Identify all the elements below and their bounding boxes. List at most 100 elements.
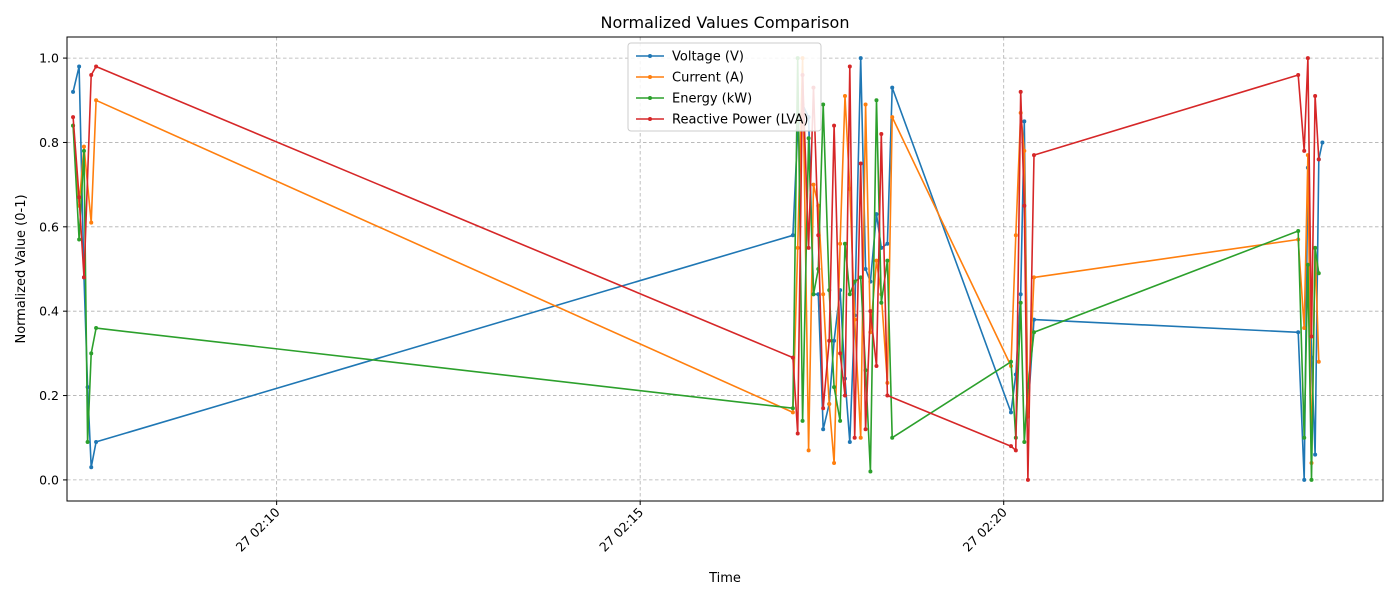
data-point	[1013, 233, 1018, 238]
data-point	[885, 258, 890, 263]
data-point	[868, 469, 873, 474]
data-point	[1305, 56, 1310, 61]
data-point	[821, 292, 826, 297]
data-point	[1022, 203, 1027, 208]
data-point	[838, 418, 843, 423]
data-point	[1008, 359, 1013, 364]
data-point	[858, 56, 863, 61]
legend-label: Voltage (V)	[672, 50, 744, 65]
data-point	[1316, 157, 1321, 162]
legend: Voltage (V) Current (A) Energy (kW) Reactiv…	[627, 42, 822, 132]
data-point	[838, 241, 843, 246]
data-point	[885, 393, 890, 398]
data-point	[832, 385, 837, 390]
data-point	[847, 64, 852, 69]
data-point	[81, 148, 86, 153]
data-point	[806, 448, 811, 453]
data-point	[874, 364, 879, 369]
data-point	[77, 195, 82, 200]
data-point	[795, 245, 800, 250]
data-point	[847, 439, 852, 444]
data-point	[827, 401, 832, 406]
y-tick-label: 0.6	[39, 219, 59, 234]
data-point	[81, 275, 86, 280]
data-point	[77, 237, 82, 242]
data-point	[1008, 444, 1013, 449]
data-point	[806, 245, 811, 250]
data-point	[890, 115, 895, 120]
y-tick-label: 0.4	[39, 304, 59, 319]
y-tick-label: 0.0	[39, 472, 59, 487]
series-line	[72, 57, 1320, 481]
data-point	[874, 212, 879, 217]
data-point	[879, 132, 884, 137]
data-point	[847, 292, 852, 297]
data-point	[874, 258, 879, 263]
data-point	[842, 393, 847, 398]
data-point	[94, 326, 99, 331]
data-point	[811, 292, 816, 297]
data-point	[858, 161, 863, 166]
data-point	[1309, 477, 1314, 482]
data-point	[94, 439, 99, 444]
legend-label: Energy (kW)	[672, 92, 752, 107]
data-point	[1032, 330, 1037, 335]
data-point	[874, 98, 879, 103]
data-point	[1313, 245, 1318, 250]
y-tick-label: 1.0	[39, 51, 59, 66]
data-point	[89, 220, 94, 225]
data-point	[1302, 326, 1307, 331]
data-point	[800, 418, 805, 423]
data-point	[1309, 334, 1314, 339]
legend-label: Current (A)	[672, 71, 744, 86]
data-point	[806, 136, 811, 141]
data-point	[821, 427, 826, 432]
data-point	[94, 64, 99, 69]
plot-area-frame	[66, 36, 1384, 502]
x-tick-label: 27 02:10	[233, 504, 283, 554]
data-point	[1022, 439, 1027, 444]
data-point	[863, 427, 868, 432]
legend-swatch-marker	[648, 75, 652, 79]
data-point	[1305, 262, 1310, 267]
data-point	[1302, 435, 1307, 440]
data-point	[1313, 452, 1318, 457]
data-point	[811, 182, 816, 187]
data-point	[71, 115, 76, 120]
legend-swatch-marker	[648, 96, 652, 100]
data-point	[94, 98, 99, 103]
data-point	[868, 309, 873, 314]
data-point	[838, 351, 843, 356]
data-point	[1018, 292, 1023, 297]
data-point	[852, 279, 857, 284]
data-point	[1022, 119, 1027, 124]
data-point	[790, 406, 795, 411]
data-point	[71, 89, 76, 94]
data-point	[863, 102, 868, 107]
data-point	[1296, 330, 1301, 335]
y-tick-label: 0.2	[39, 388, 59, 403]
x-tick-label: 27 02:20	[960, 504, 1010, 554]
data-point	[832, 461, 837, 466]
data-point	[832, 123, 837, 128]
data-point	[790, 410, 795, 415]
data-point	[827, 338, 832, 343]
data-point	[821, 406, 826, 411]
axis-ticks: 0.0 0.2 0.4 0.6 0.8 1.0 27 02:10 27 02:15 27 02:…	[39, 51, 1010, 555]
data-point	[1008, 410, 1013, 415]
data-point	[1316, 359, 1321, 364]
legend-swatch-marker	[648, 117, 652, 121]
y-axis-label: Normalized Value (0-1)	[14, 194, 29, 343]
series-3	[71, 56, 1321, 482]
data-point	[858, 275, 863, 280]
legend-label: Reactive Power (LVA)	[672, 113, 808, 128]
data-point	[1316, 271, 1321, 276]
data-point	[1032, 275, 1037, 280]
data-point	[1313, 94, 1318, 99]
data-point	[1320, 140, 1325, 145]
data-point	[81, 144, 86, 149]
data-point	[1302, 148, 1307, 153]
series-0	[71, 56, 1325, 482]
data-point	[790, 233, 795, 238]
